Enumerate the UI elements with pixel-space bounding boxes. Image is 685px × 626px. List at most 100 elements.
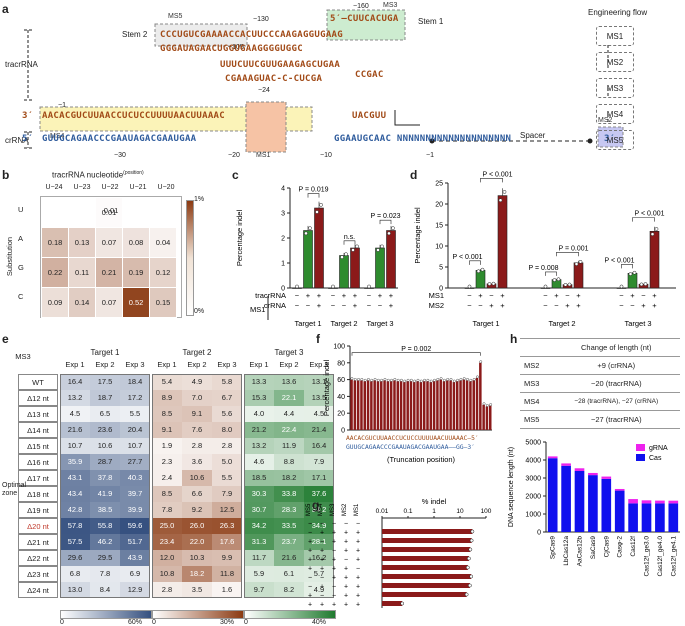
e-row-label: Δ23 nt: [18, 566, 58, 582]
e-target-label: Target 2: [182, 348, 212, 357]
g-sign: −: [344, 557, 348, 564]
y-tick-label: 4: [281, 186, 285, 193]
condition-row-label: MS2: [429, 301, 444, 310]
e-value-cell: 7.8: [152, 502, 182, 518]
b-heat-cell: 0.52: [122, 287, 150, 318]
e-value-cell: 16.4: [304, 438, 334, 454]
e-value-cell: 13.2: [244, 438, 274, 454]
bar: [350, 379, 353, 430]
bar: [382, 547, 471, 552]
b-heat-cell: 0.07: [95, 287, 123, 318]
e-value-cell: 10.8: [152, 566, 182, 582]
b-title-text: tracrRNA nucleotide: [52, 170, 124, 180]
g-sign: −: [332, 584, 336, 591]
x-axis-label: % indel: [422, 498, 447, 506]
g-sign: −: [320, 593, 324, 600]
g-sign: −: [332, 521, 336, 528]
ms5-label: MS5: [168, 13, 183, 20]
condition-sign: +: [306, 291, 311, 300]
y-tick-label: 0: [281, 286, 285, 293]
e-value-cell: 21.6: [60, 422, 90, 438]
e-value-cell: 18.4: [120, 374, 150, 390]
e-value-cell: 46.2: [90, 534, 120, 550]
data-point: [409, 378, 413, 382]
data-point: [472, 378, 476, 381]
data-point: [462, 377, 466, 380]
e-value-cell: 5.8: [212, 374, 242, 390]
bar: [380, 381, 383, 430]
e-value-cell: 8.2: [274, 582, 304, 598]
bar: [416, 381, 419, 430]
condition-sign: +: [353, 291, 358, 300]
bar: [406, 381, 409, 430]
data-point: [416, 378, 420, 382]
bar: [562, 284, 573, 289]
stem2-label: Stem 2: [122, 30, 148, 39]
bar: [426, 381, 429, 430]
g-sign: −: [344, 521, 348, 528]
data-point: [367, 284, 371, 289]
b-heat-cell: 0.12: [149, 257, 177, 288]
g-sign: +: [344, 530, 348, 537]
e-value-cell: 43.9: [120, 550, 150, 566]
g-column-header: MS1: [354, 503, 360, 516]
e-block-frame: [60, 374, 150, 598]
g-sign: +: [356, 575, 360, 582]
x-tick-label: Casφ-2: [617, 536, 624, 558]
bar-grna: [547, 456, 558, 459]
bar: [382, 601, 403, 606]
y-tick-label: 0: [537, 530, 541, 537]
data-point: [357, 378, 360, 381]
b-title: tracrRNA nucleotide(position): [52, 170, 144, 180]
g-sign: +: [344, 566, 348, 573]
data-point: [469, 538, 474, 543]
g-sign: +: [344, 539, 348, 546]
data-point: [552, 278, 557, 282]
e-value-cell: 23.6: [90, 422, 120, 438]
e-row-label: Δ12 nt: [18, 390, 58, 406]
e-value-cell: 6.5: [90, 406, 120, 422]
e-value-cell: 5.4: [152, 374, 182, 390]
e-value-cell: 37.6: [304, 486, 334, 502]
panel-label-g: g: [312, 498, 320, 512]
legend-swatch: [636, 444, 645, 451]
significance-bracket: [307, 193, 320, 198]
p-value: P = 0.019: [298, 187, 328, 194]
data-point: [643, 282, 648, 286]
h-table-corner: [520, 338, 553, 357]
x-tick-label: AaCas12b: [577, 536, 584, 567]
seq-line-8: UACGUU: [352, 111, 387, 121]
data-point: [467, 284, 472, 289]
legend-label: Cas: [649, 455, 662, 462]
e-row-label: Δ18 nt: [18, 486, 58, 502]
bar: [373, 380, 376, 430]
data-point: [556, 277, 561, 282]
bar: [383, 380, 386, 430]
condition-sign: +: [554, 291, 559, 300]
e-value-cell: 13.0: [60, 582, 90, 598]
condition-sign: +: [489, 301, 494, 310]
panel-label-b: b: [2, 168, 10, 182]
e-value-cell: 10.6: [182, 470, 212, 486]
e-value-cell: 21.6: [274, 550, 304, 566]
condition-sign: +: [317, 301, 322, 310]
h-row-change: −28 (tracrRNA), −27 (crRNA): [552, 392, 680, 411]
bar: [339, 255, 349, 289]
p-value: P < 0.001: [452, 254, 482, 261]
pos-20: −20: [228, 152, 240, 159]
y-tick-label: 4000: [525, 458, 541, 465]
flow-ms5: MS5: [596, 130, 634, 150]
bar: [479, 362, 482, 430]
data-point: [654, 227, 659, 231]
bar: [475, 270, 486, 289]
e-value-cell: 34.2: [244, 518, 274, 534]
condition-sign: −: [331, 291, 336, 300]
e-value-cell: 17.5: [90, 374, 120, 390]
bar: [376, 381, 380, 430]
x-tick-label: 0.1: [403, 508, 412, 515]
bar: [627, 273, 638, 289]
e-value-cell: 6.6: [182, 486, 212, 502]
tracrrna-label: tracrRNA: [5, 60, 38, 69]
bar-cas: [601, 478, 612, 532]
e-value-cell: 12.0: [152, 550, 182, 566]
